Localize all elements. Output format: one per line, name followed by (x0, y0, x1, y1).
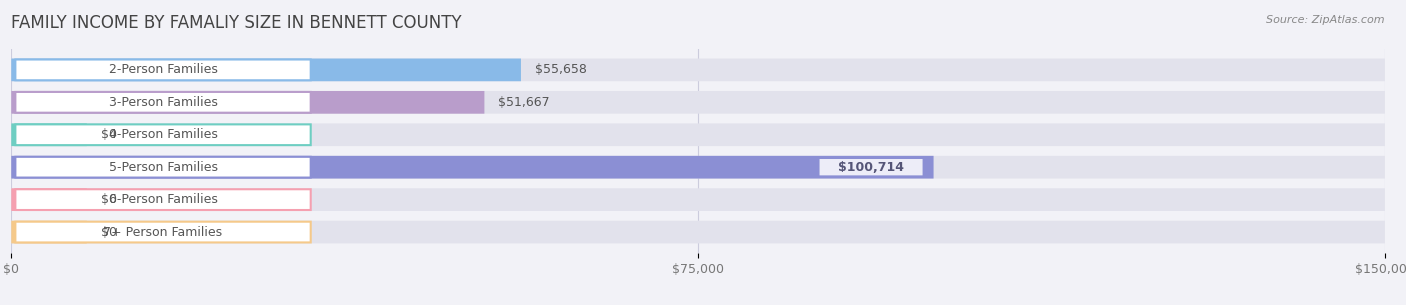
Text: Source: ZipAtlas.com: Source: ZipAtlas.com (1267, 15, 1385, 25)
Text: FAMILY INCOME BY FAMALIY SIZE IN BENNETT COUNTY: FAMILY INCOME BY FAMALIY SIZE IN BENNETT… (11, 14, 463, 32)
FancyBboxPatch shape (15, 222, 311, 242)
Text: 2-Person Families: 2-Person Families (108, 63, 218, 76)
FancyBboxPatch shape (11, 91, 485, 114)
Text: $0: $0 (101, 193, 117, 206)
FancyBboxPatch shape (11, 59, 1385, 81)
FancyBboxPatch shape (11, 59, 522, 81)
Text: $55,658: $55,658 (534, 63, 586, 76)
FancyBboxPatch shape (11, 124, 1385, 146)
Text: $0: $0 (101, 128, 117, 141)
Text: 4-Person Families: 4-Person Families (108, 128, 218, 141)
Text: $51,667: $51,667 (498, 96, 550, 109)
Text: 6-Person Families: 6-Person Families (108, 193, 218, 206)
Text: $0: $0 (101, 226, 117, 239)
FancyBboxPatch shape (15, 157, 311, 178)
FancyBboxPatch shape (11, 221, 1385, 243)
FancyBboxPatch shape (11, 156, 934, 178)
FancyBboxPatch shape (11, 124, 87, 146)
FancyBboxPatch shape (15, 189, 311, 210)
FancyBboxPatch shape (11, 188, 1385, 211)
FancyBboxPatch shape (15, 59, 311, 80)
Text: 3-Person Families: 3-Person Families (108, 96, 218, 109)
FancyBboxPatch shape (15, 92, 311, 113)
Text: 7+ Person Families: 7+ Person Families (104, 226, 222, 239)
FancyBboxPatch shape (11, 221, 87, 243)
Text: 5-Person Families: 5-Person Families (108, 161, 218, 174)
FancyBboxPatch shape (820, 159, 922, 175)
FancyBboxPatch shape (11, 188, 87, 211)
FancyBboxPatch shape (11, 156, 1385, 178)
Text: $100,714: $100,714 (838, 161, 904, 174)
FancyBboxPatch shape (15, 124, 311, 145)
FancyBboxPatch shape (11, 91, 1385, 114)
